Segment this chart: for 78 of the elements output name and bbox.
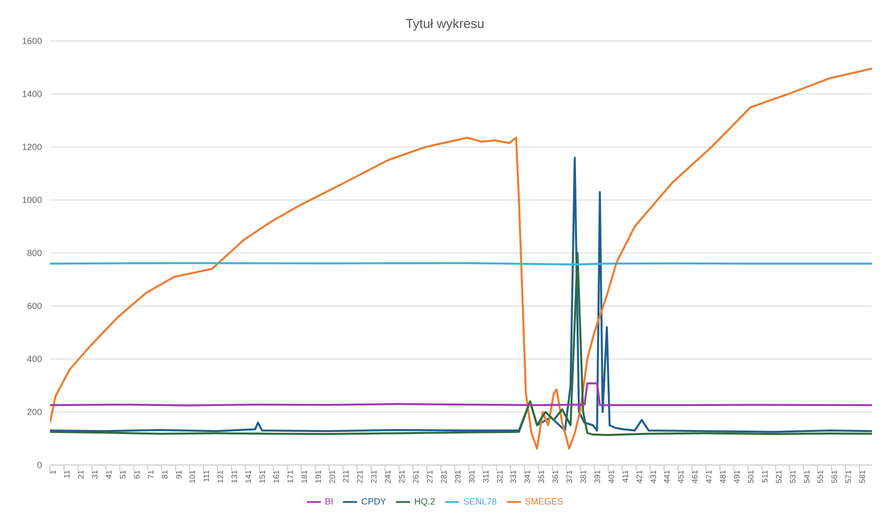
x-tick-label: 511 — [760, 469, 770, 483]
y-tick-label: 1400 — [22, 89, 42, 100]
x-tick-label: 351 — [537, 469, 546, 484]
x-tick-label: 1 — [48, 469, 58, 474]
x-tick-label: 31 — [90, 469, 100, 479]
x-tick-label: 271 — [425, 469, 434, 484]
line-series — [50, 382, 872, 406]
x-tick-label: 61 — [132, 469, 142, 479]
x-tick-label: 201 — [328, 469, 337, 484]
y-tick-label: 1000 — [22, 195, 42, 206]
x-tick-label: 551 — [816, 469, 826, 484]
y-tick-label: 400 — [26, 354, 42, 364]
x-tick-label: 281 — [439, 469, 448, 484]
x-tick-label: 441 — [662, 469, 672, 484]
x-tick-label: 231 — [370, 469, 379, 484]
x-tick-label: 411 — [620, 469, 630, 483]
legend-label: HQ.2 — [414, 496, 436, 506]
x-tick-label: 81 — [160, 469, 170, 479]
line-series — [50, 68, 872, 450]
x-tick-label: 21 — [76, 469, 86, 479]
x-tick-label: 101 — [188, 469, 198, 484]
chart-title: Tytuł wykresu — [404, 15, 486, 31]
x-tick-label: 501 — [746, 469, 756, 484]
x-tick-label: 421 — [634, 469, 644, 484]
x-tick-label: 371 — [565, 469, 574, 484]
x-tick-label: 521 — [774, 469, 784, 484]
x-tick-label: 71 — [146, 469, 156, 479]
x-tick-label: 141 — [244, 469, 254, 484]
x-tick-label: 311 — [481, 469, 490, 483]
y-tick-label: 1600 — [22, 36, 42, 46]
x-tick-label: 11 — [62, 469, 72, 478]
x-tick-label: 531 — [788, 469, 798, 484]
x-tick-label: 331 — [509, 469, 518, 484]
legend-label: SMEGES — [524, 496, 564, 506]
legend-label: BI — [324, 496, 334, 506]
x-tick-label: 41 — [104, 469, 114, 479]
x-tick-label: 241 — [384, 469, 393, 484]
y-tick-label: 200 — [26, 407, 42, 418]
x-tick-label: 221 — [356, 469, 365, 484]
x-tick-label: 541 — [802, 469, 812, 484]
legend-label: CPDY — [361, 496, 386, 506]
x-tick-label: 491 — [732, 469, 742, 484]
x-tick-label: 571 — [844, 469, 854, 484]
x-tick-label: 51 — [118, 469, 128, 479]
y-tick-label: 600 — [26, 301, 42, 312]
x-tick-label: 151 — [258, 469, 268, 484]
x-tick-label: 301 — [467, 469, 476, 484]
x-tick-label: 91 — [174, 469, 184, 479]
x-tick-label: 321 — [495, 469, 504, 484]
x-tick-label: 291 — [453, 469, 462, 484]
x-tick-label: 431 — [648, 469, 658, 484]
x-tick-label: 391 — [592, 469, 602, 484]
x-tick-label: 461 — [690, 469, 700, 484]
y-tick-label: 1200 — [22, 142, 42, 152]
x-tick-label: 341 — [523, 469, 532, 484]
x-tick-label: 451 — [676, 469, 686, 484]
x-tick-label: 561 — [830, 469, 840, 484]
x-tick-label: 401 — [606, 469, 616, 484]
line-series — [50, 156, 872, 433]
x-tick-label: 261 — [412, 469, 421, 484]
x-tick-label: 181 — [300, 469, 309, 484]
x-tick-label: 581 — [858, 469, 868, 484]
legend-label: SENL78 — [463, 496, 497, 506]
x-tick-label: 191 — [314, 469, 323, 484]
line-series — [50, 252, 872, 436]
x-tick-label: 251 — [398, 469, 407, 484]
x-tick-label: 111 — [202, 469, 212, 482]
x-tick-label: 471 — [704, 469, 714, 484]
x-tick-label: 211 — [342, 469, 351, 483]
y-tick-label: 800 — [26, 248, 42, 258]
x-tick-label: 131 — [230, 469, 240, 484]
x-tick-label: 381 — [579, 469, 588, 484]
x-tick-label: 121 — [216, 469, 226, 484]
x-tick-label: 481 — [718, 469, 728, 484]
y-tick-label: 0 — [36, 460, 42, 470]
x-tick-label: 171 — [286, 469, 295, 484]
x-tick-label: 361 — [551, 469, 560, 484]
x-tick-label: 161 — [272, 469, 281, 484]
